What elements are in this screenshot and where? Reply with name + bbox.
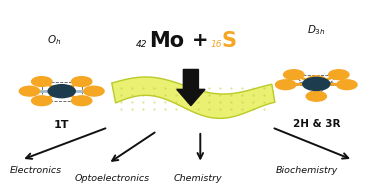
Circle shape xyxy=(71,77,92,86)
Circle shape xyxy=(71,96,92,106)
Circle shape xyxy=(337,80,357,90)
Circle shape xyxy=(32,77,52,86)
Text: $O_h$: $O_h$ xyxy=(47,34,61,47)
Polygon shape xyxy=(112,77,275,118)
Text: Optoelectronics: Optoelectronics xyxy=(74,174,149,183)
Text: +: + xyxy=(192,31,209,50)
Circle shape xyxy=(32,96,52,106)
Circle shape xyxy=(276,80,296,90)
Text: Chemistry: Chemistry xyxy=(174,174,223,183)
Text: Biochemistry: Biochemistry xyxy=(276,166,338,175)
Circle shape xyxy=(48,85,75,98)
Circle shape xyxy=(84,86,104,96)
Text: 16: 16 xyxy=(211,40,222,49)
Text: Electronics: Electronics xyxy=(10,166,62,175)
FancyArrow shape xyxy=(177,69,205,106)
Circle shape xyxy=(328,70,349,79)
Text: $D_{3h}$: $D_{3h}$ xyxy=(307,23,326,37)
Circle shape xyxy=(306,76,327,86)
Text: S: S xyxy=(221,31,236,50)
Text: 1T: 1T xyxy=(54,120,70,130)
Circle shape xyxy=(303,77,330,91)
Circle shape xyxy=(284,70,304,79)
Circle shape xyxy=(306,91,327,101)
Text: Mo: Mo xyxy=(149,31,184,50)
Circle shape xyxy=(19,86,40,96)
Text: 42: 42 xyxy=(136,40,147,49)
Text: 2H & 3R: 2H & 3R xyxy=(293,119,340,129)
